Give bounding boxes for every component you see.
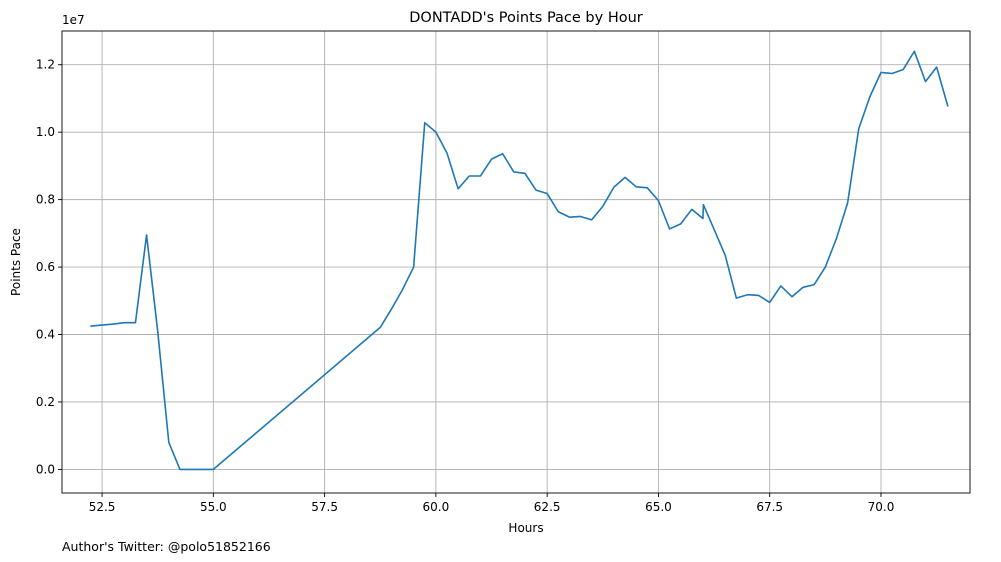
y-tick-label: 0.0 [36, 462, 55, 476]
y-axis-title: Points Pace [9, 228, 23, 296]
y-tick-label: 0.4 [36, 328, 55, 342]
plot-frame [61, 30, 971, 494]
y-tick-label: 0.2 [36, 395, 55, 409]
x-axis: 52.5 55.0 57.5 60.0 62.5 65.0 67.5 70.0 [89, 493, 895, 514]
plot-area [90, 50, 949, 471]
y-axis: 0.0 0.2 0.4 0.6 0.8 1.0 1.2 [36, 58, 62, 476]
y-tick-label: 1.0 [36, 125, 55, 139]
x-tick-label: 52.5 [89, 500, 116, 514]
x-tick-label: 62.5 [534, 500, 561, 514]
author-credit: Author's Twitter: @polo51852166 [62, 539, 271, 554]
x-tick-label: 55.0 [200, 500, 227, 514]
x-tick-label: 70.0 [868, 500, 895, 514]
x-tick-label: 60.0 [423, 500, 450, 514]
y-tick-label: 0.8 [36, 193, 55, 207]
x-axis-title: Hours [508, 521, 543, 535]
y-tick-label: 0.6 [36, 260, 55, 274]
points-pace-line [90, 50, 949, 471]
grid-lines [62, 31, 970, 493]
y-tick-label: 1.2 [36, 58, 55, 72]
x-tick-label: 57.5 [311, 500, 338, 514]
y-axis-offset-label: 1e7 [62, 13, 85, 27]
x-tick-label: 67.5 [756, 500, 783, 514]
x-tick-label: 65.0 [645, 500, 672, 514]
chart-title: DONTADD's Points Pace by Hour [409, 10, 643, 26]
